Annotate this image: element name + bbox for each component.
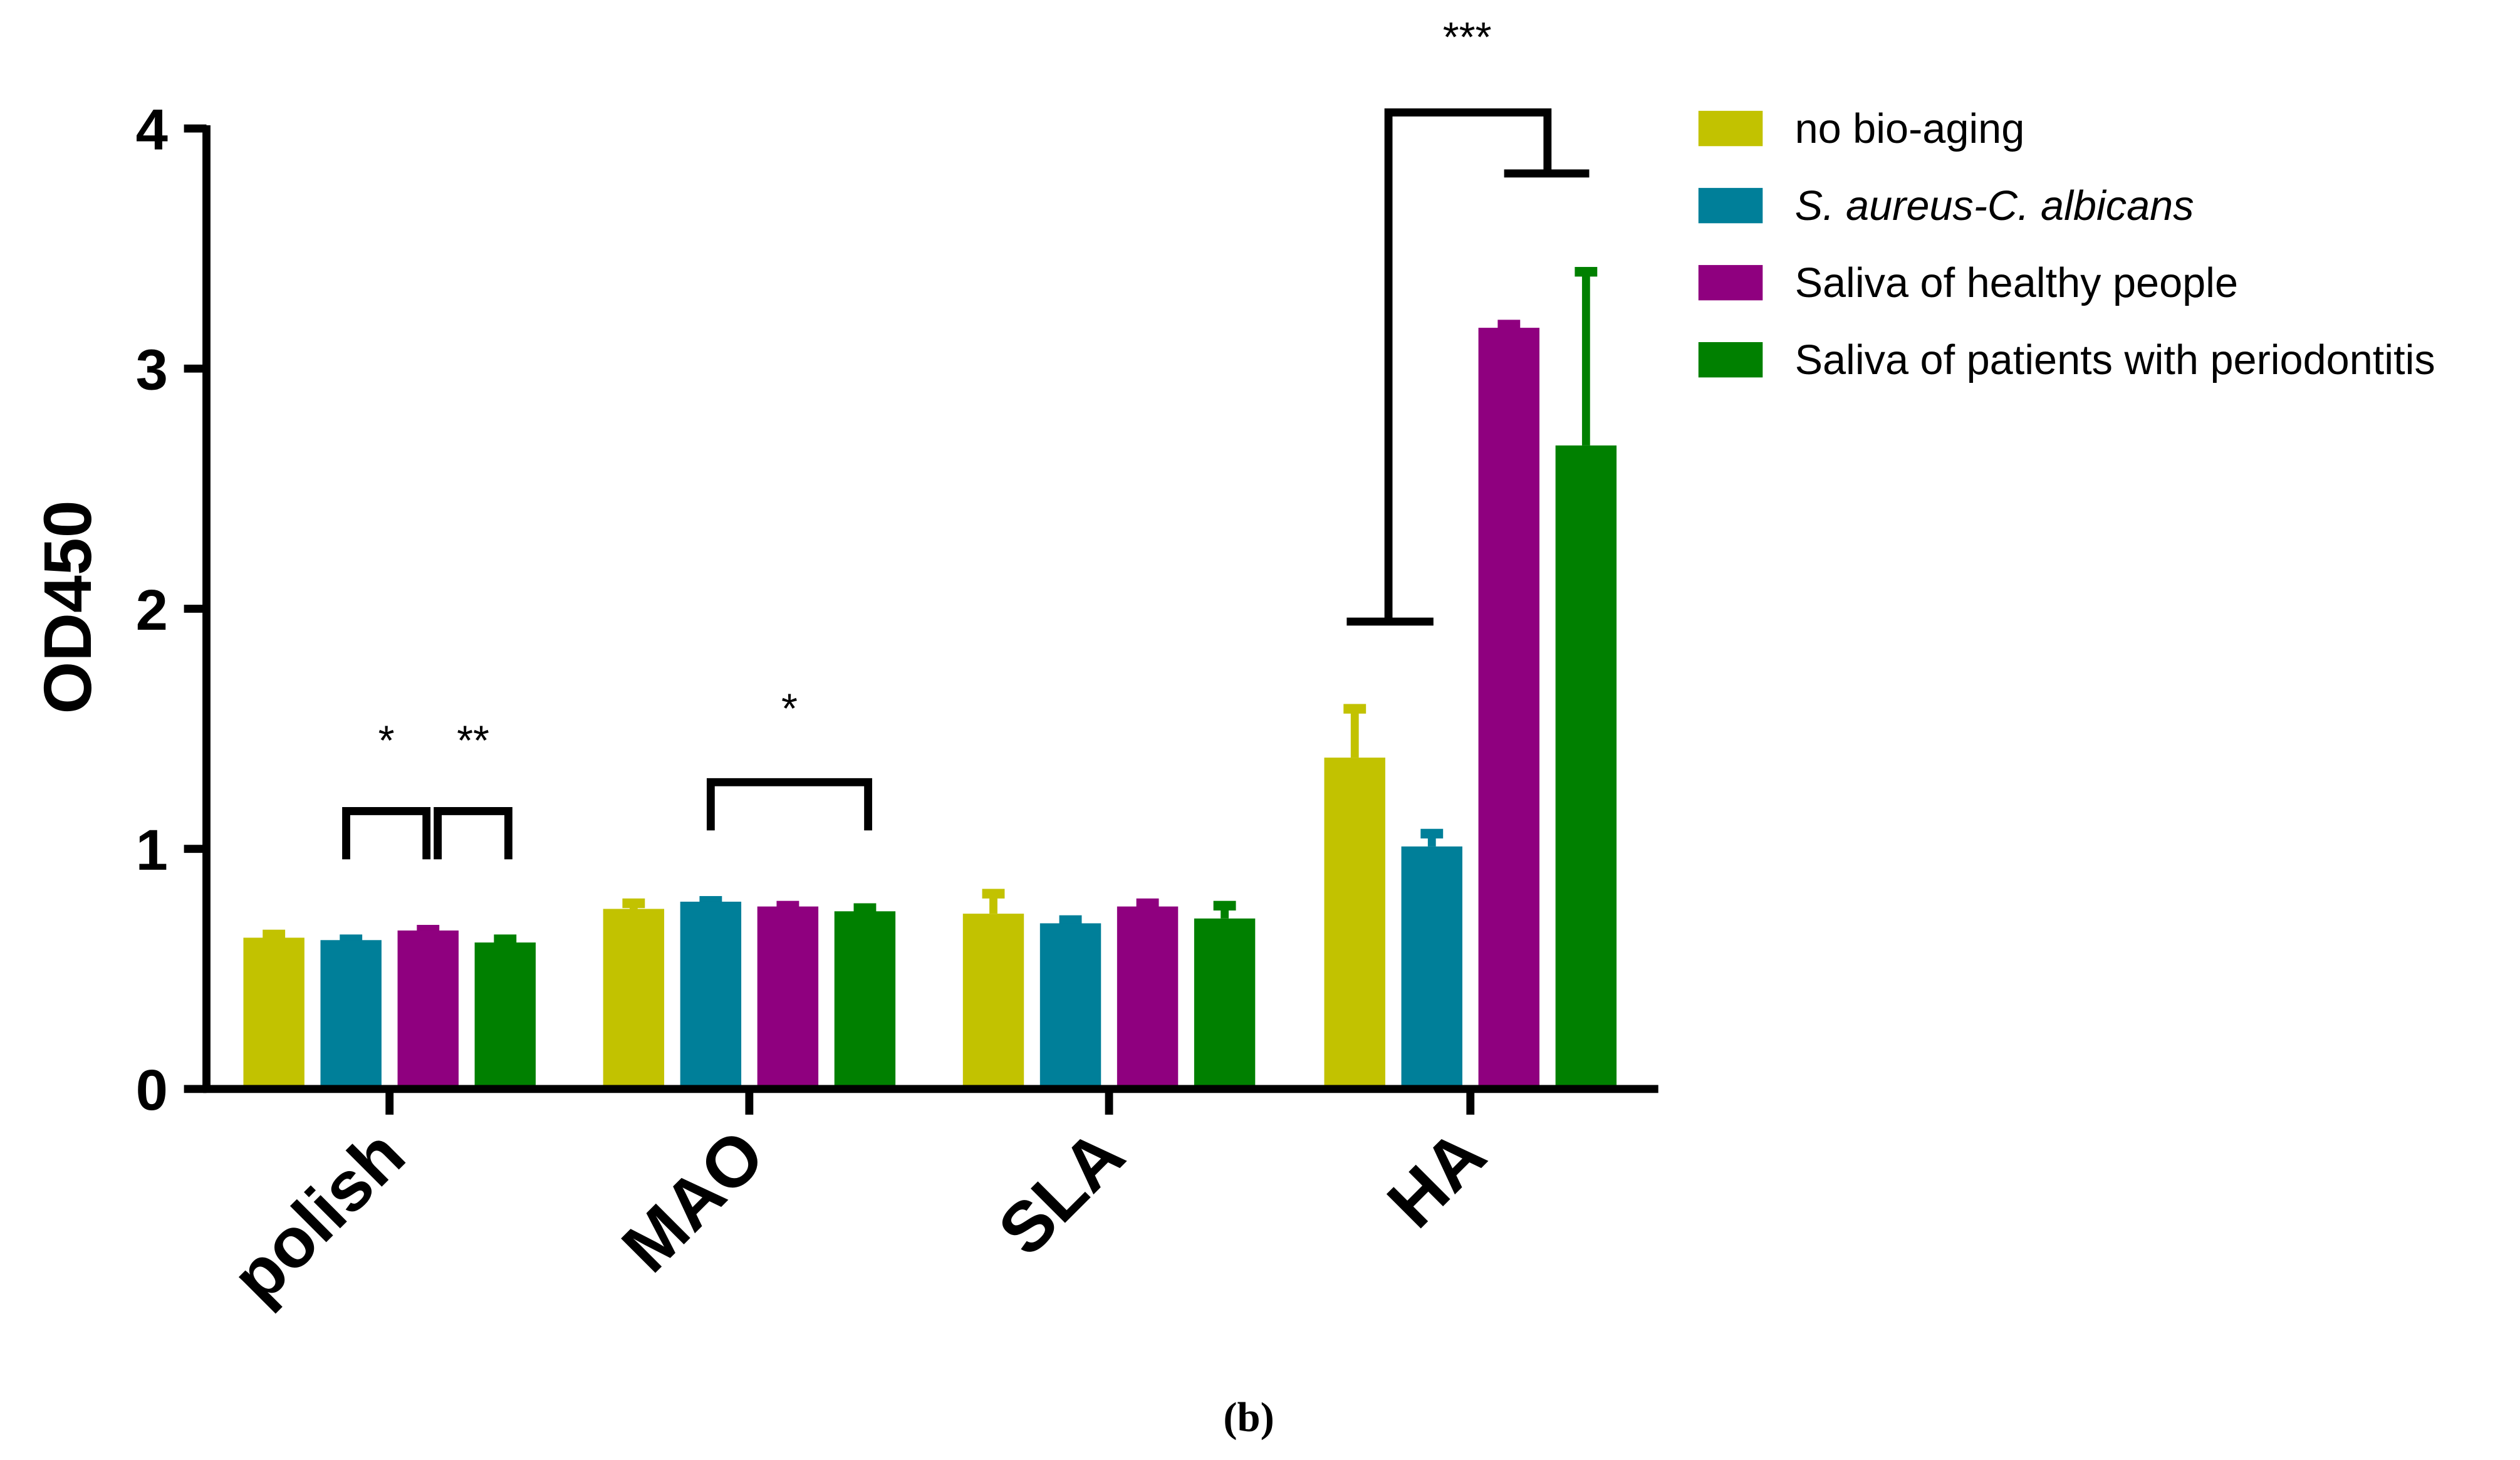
bar-polish-0 <box>243 937 305 1089</box>
bar-mao-2 <box>757 906 819 1089</box>
legend-swatch <box>1698 342 1763 378</box>
error-cap <box>1136 898 1159 909</box>
error-cap <box>982 889 1005 899</box>
error-cap <box>622 898 645 909</box>
bar-sla-2 <box>1117 906 1179 1089</box>
error-cap <box>263 929 286 940</box>
bar-polish-1 <box>320 940 382 1089</box>
significance-label: ** <box>457 718 489 764</box>
bar-sla-1 <box>1039 923 1101 1089</box>
y-tick-label: 3 <box>136 337 168 402</box>
legend-item: no bio-aging <box>1698 106 2025 152</box>
error-cap <box>1343 704 1367 714</box>
bar-sla-0 <box>962 914 1024 1089</box>
x-tick-label: polish <box>217 1115 420 1318</box>
y-tick-label: 0 <box>136 1057 168 1122</box>
bar-ha-0 <box>1324 758 1385 1089</box>
y-tick-label: 1 <box>136 817 168 882</box>
legend-label: no bio-aging <box>1795 106 2025 152</box>
error-cap <box>853 903 877 913</box>
legend-label: Saliva of healthy people <box>1795 260 2238 306</box>
x-tick-label: SLA <box>983 1115 1139 1271</box>
legend-item: Saliva of patients with periodontitis <box>1698 337 2435 383</box>
error-cap <box>494 934 517 944</box>
bar-sla-3 <box>1194 918 1256 1089</box>
error-cap <box>1213 900 1236 911</box>
y-axis-label: OD450 <box>30 500 105 714</box>
legend-label: Saliva of patients with periodontitis <box>1795 337 2435 383</box>
error-cap <box>1059 915 1082 926</box>
bar-mao-0 <box>603 909 665 1089</box>
bar-mao-1 <box>680 901 742 1089</box>
x-tick-label: MAO <box>607 1115 779 1287</box>
bar-polish-2 <box>397 930 459 1089</box>
significance-label: * <box>378 718 395 764</box>
significance-bracket <box>342 807 431 860</box>
legend-swatch <box>1698 264 1763 301</box>
legend-label: S. aureus-C. albicans <box>1795 183 2194 229</box>
bar-ha-3 <box>1555 445 1617 1089</box>
legend-item: Saliva of healthy people <box>1698 260 2238 306</box>
significance-label: *** <box>1443 14 1492 61</box>
significance-label: * <box>781 686 798 732</box>
figure-caption: (b) <box>1223 1395 1274 1441</box>
error-cap <box>1497 320 1521 330</box>
bar-polish-3 <box>474 942 536 1089</box>
y-tick-label: 2 <box>136 577 168 642</box>
x-tick-label: HA <box>1372 1115 1500 1243</box>
bar-ha-1 <box>1401 846 1462 1089</box>
bar-mao-3 <box>834 911 896 1089</box>
significance-bracket <box>1346 108 1590 626</box>
error-cap <box>1575 267 1598 277</box>
legend-swatch <box>1698 110 1763 147</box>
bar-ha-2 <box>1478 328 1540 1089</box>
y-tick-label: 4 <box>136 96 168 162</box>
significance-bracket <box>706 778 872 831</box>
error-cap <box>1420 828 1444 839</box>
significance-bracket <box>434 807 513 860</box>
legend-swatch <box>1698 187 1763 224</box>
legend-item: S. aureus-C. albicans <box>1698 183 2194 229</box>
